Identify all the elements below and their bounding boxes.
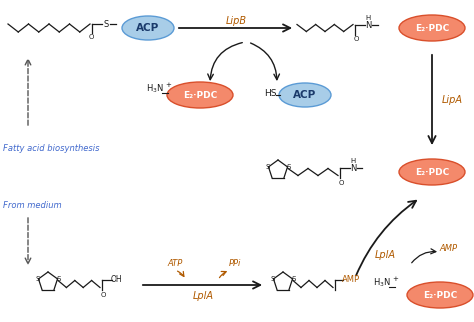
Ellipse shape [279, 83, 331, 107]
Text: H$_3$N: H$_3$N [146, 83, 164, 95]
Text: E₂·PDC: E₂·PDC [423, 290, 457, 299]
Text: O: O [100, 292, 106, 298]
Text: O: O [88, 34, 94, 40]
Text: AMP: AMP [342, 276, 360, 285]
Ellipse shape [122, 16, 174, 40]
Text: O: O [338, 180, 344, 186]
Text: N: N [365, 21, 371, 30]
Ellipse shape [399, 159, 465, 185]
Ellipse shape [167, 82, 233, 108]
Text: From medium: From medium [3, 201, 62, 210]
Text: +: + [392, 276, 398, 282]
Text: LipA: LipA [442, 95, 463, 105]
Text: LplA: LplA [374, 250, 395, 260]
Text: S: S [292, 276, 296, 282]
Text: N: N [350, 164, 356, 173]
Text: O: O [353, 36, 359, 42]
Text: ATP: ATP [167, 260, 182, 269]
Ellipse shape [407, 282, 473, 308]
Text: OH: OH [110, 274, 122, 283]
Text: ACP: ACP [137, 23, 160, 33]
Text: E₂·PDC: E₂·PDC [415, 167, 449, 176]
Ellipse shape [399, 15, 465, 41]
Text: E₂·PDC: E₂·PDC [183, 90, 217, 99]
Text: S: S [56, 276, 61, 282]
Text: E₂·PDC: E₂·PDC [415, 24, 449, 33]
Text: Fatty acid biosynthesis: Fatty acid biosynthesis [3, 144, 100, 153]
Text: H$_3$N: H$_3$N [373, 277, 391, 289]
Text: ACP: ACP [293, 90, 317, 100]
Text: S: S [35, 276, 40, 282]
Text: +: + [165, 82, 171, 88]
Text: S: S [265, 164, 270, 170]
Text: S: S [103, 20, 109, 29]
Text: HS: HS [264, 89, 276, 98]
Text: LplA: LplA [192, 291, 213, 301]
Text: PPi: PPi [229, 260, 241, 269]
Text: AMP: AMP [439, 243, 457, 252]
Text: S: S [270, 276, 274, 282]
Text: LipB: LipB [226, 16, 246, 26]
Text: H: H [350, 158, 356, 164]
Text: S: S [286, 164, 291, 170]
Text: H: H [365, 15, 371, 21]
